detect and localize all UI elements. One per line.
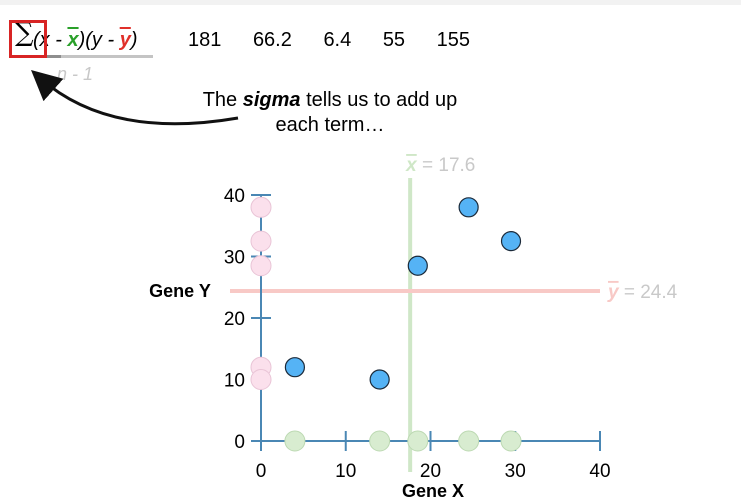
x-projection-point xyxy=(407,430,429,452)
callout-arrow xyxy=(31,70,239,126)
x-projection-point xyxy=(284,430,306,452)
mean-x-label: x = 17.6 xyxy=(405,155,475,176)
minus-sign: - xyxy=(49,29,68,51)
x-tick-label: 40 xyxy=(589,461,610,482)
x-projection-point xyxy=(500,430,522,452)
mean-y-label: y = 24.4 xyxy=(607,282,678,303)
minus-sign: - xyxy=(101,29,120,51)
y-axis-title: Gene Y xyxy=(149,281,211,301)
sigma-highlight-box xyxy=(9,20,47,58)
data-point xyxy=(458,197,479,218)
y-tick-label: 10 xyxy=(224,371,245,392)
term-value: 181 xyxy=(188,29,222,51)
y-tick-label: 30 xyxy=(224,248,245,269)
terms-list: 181 66.2 6.4 55 155 xyxy=(188,29,496,52)
term-value: 66.2 xyxy=(252,29,292,51)
y-projection-point xyxy=(250,196,272,218)
callout-prefix: The xyxy=(202,89,243,111)
formula-denominator: n - 1 xyxy=(57,64,94,84)
y-projection-point xyxy=(250,230,272,252)
y-tick-label: 40 xyxy=(224,186,245,207)
x-tick-label: 0 xyxy=(256,461,267,482)
x-axis-title: Gene X xyxy=(402,481,464,501)
x-projection-point xyxy=(458,430,480,452)
paren-close-open: )( xyxy=(78,29,92,51)
x-tick-label: 30 xyxy=(505,461,526,482)
y-variable: y xyxy=(91,29,102,51)
callout-emphasis: sigma xyxy=(242,89,301,111)
paren-close: ) xyxy=(130,29,138,51)
y-projection-point xyxy=(250,255,272,277)
y-mean-symbol: y xyxy=(119,29,131,51)
data-point xyxy=(500,231,522,252)
x-tick-label: 10 xyxy=(335,461,356,482)
x-tick-label: 20 xyxy=(420,461,441,482)
data-point xyxy=(369,369,390,390)
x-projection-point xyxy=(369,430,391,452)
y-projection-point xyxy=(250,369,272,390)
sigma-symbol: ∑ xyxy=(15,18,34,48)
x-mean-symbol: x xyxy=(67,29,79,51)
top-strip xyxy=(0,0,741,5)
term-value: 55 xyxy=(382,29,406,51)
term-value: 155 xyxy=(436,29,470,51)
callout-suffix: tells us to add up each term… xyxy=(275,89,458,136)
term-value: 6.4 xyxy=(323,29,352,51)
y-tick-label: 20 xyxy=(224,309,245,330)
data-point xyxy=(284,357,305,378)
sigma-callout: The sigma tells us to add up each term… xyxy=(185,88,475,138)
data-point xyxy=(407,255,428,276)
paren-open: ( xyxy=(33,29,40,51)
y-tick-label: 0 xyxy=(234,432,245,453)
